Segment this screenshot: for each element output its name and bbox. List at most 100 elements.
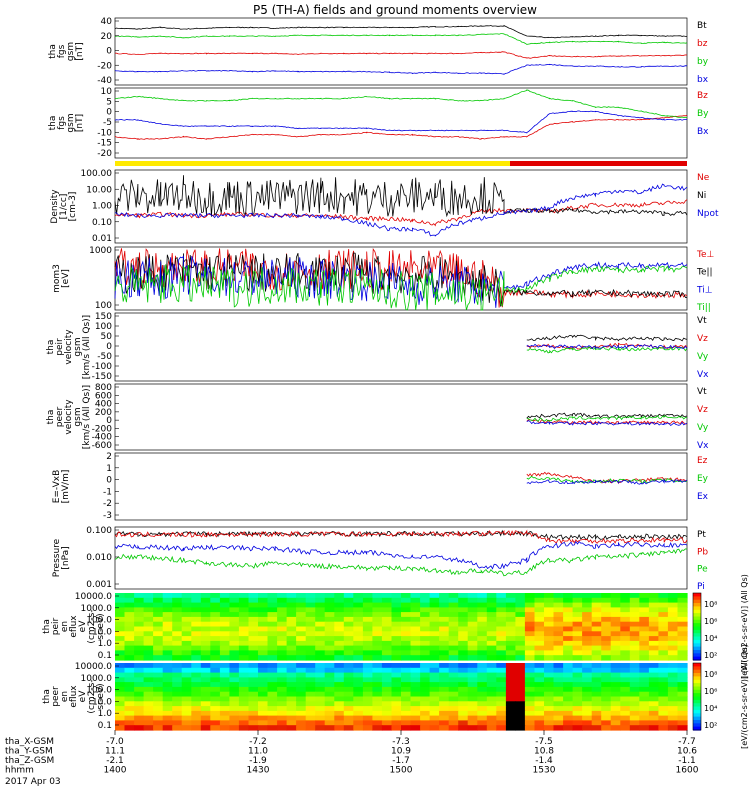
heatmap-cell: [353, 701, 364, 707]
heatmap-cell: [286, 593, 297, 599]
heatmap-cell: [591, 593, 602, 599]
heatmap-cell: [324, 645, 335, 651]
heatmap-cell: [172, 631, 183, 637]
heatmap-cell: [610, 725, 621, 731]
heatmap-cell: [219, 706, 230, 712]
heatmap-cell: [200, 612, 211, 618]
heatmap-cell: [191, 720, 202, 726]
heatmap-cell: [591, 701, 602, 707]
heatmap-cell: [582, 720, 593, 726]
y-tick-label: 150: [95, 312, 112, 322]
heatmap-cell: [200, 720, 211, 726]
heatmap-cell: [181, 616, 192, 623]
heatmap-cell: [553, 710, 564, 717]
heatmap-cell: [601, 720, 612, 726]
legend-label: Te||: [696, 268, 713, 278]
heatmap-cell: [248, 621, 259, 628]
heatmap-cell: [343, 636, 354, 642]
heatmap-cell: [353, 593, 364, 599]
colorbar-segment: [693, 633, 701, 638]
heatmap-cell: [143, 715, 154, 721]
heatmap-cell: [391, 602, 402, 608]
heatmap-cell: [277, 701, 288, 707]
heatmap-cell: [667, 710, 678, 717]
heatmap-cell: [315, 706, 326, 712]
heatmap-cell: [401, 645, 412, 651]
heatmap-cell: [391, 636, 402, 642]
heatmap-cell: [639, 682, 650, 688]
y-axis-label: Density: [50, 189, 60, 224]
heatmap-cell: [248, 663, 259, 669]
heatmap-cell: [181, 663, 192, 669]
colorbar-segment: [693, 720, 701, 724]
heatmap-cell: [401, 663, 412, 669]
y-tick-label: 1.0: [98, 639, 113, 649]
heatmap-cell: [372, 715, 383, 721]
heatmap-cell: [277, 612, 288, 618]
series-line-Npot: [114, 183, 688, 237]
heatmap-cell: [524, 636, 535, 642]
heatmap-cell: [324, 663, 335, 669]
heatmap-cell: [210, 715, 221, 721]
heatmap-cell: [496, 612, 507, 618]
y-tick-label: 200: [95, 408, 112, 418]
heatmap-cell: [477, 631, 488, 637]
heatmap-cell: [591, 636, 602, 642]
heatmap-cell: [563, 631, 574, 637]
y-tick-label: -150: [92, 372, 113, 382]
heatmap-cell: [505, 650, 516, 656]
heatmap-cell: [648, 593, 659, 599]
y-axis-label: en: [60, 691, 70, 702]
heatmap-cell: [143, 626, 154, 632]
heatmap-cell: [258, 672, 269, 678]
y-tick-label: 800: [95, 383, 112, 393]
heatmap-cell: [296, 621, 307, 628]
y-tick-label: 0.1: [98, 651, 112, 661]
heatmap-cell: [372, 682, 383, 688]
heatmap-cell: [353, 725, 364, 731]
heatmap-cell: [486, 645, 497, 651]
heatmap-cell: [486, 621, 497, 628]
heatmap-cell: [115, 682, 126, 688]
heatmap-cell: [162, 686, 173, 693]
heatmap-cell: [553, 636, 564, 642]
heatmap-cell: [372, 701, 383, 707]
heatmap-cell: [658, 645, 669, 651]
series-line-Ti||: [114, 264, 688, 311]
heatmap-cell: [420, 696, 431, 702]
panel-frame: [114, 17, 688, 86]
heatmap-cell: [591, 696, 602, 702]
heatmap-cell: [401, 715, 412, 721]
heatmap-cell: [658, 616, 669, 623]
heatmap-cell: [477, 725, 488, 731]
heatmap-cell: [277, 636, 288, 642]
heatmap-cell: [572, 691, 583, 698]
heatmap-cell: [563, 710, 574, 717]
heatmap-cell: [267, 725, 278, 731]
heatmap-cell: [343, 677, 354, 683]
heatmap-cell: [639, 640, 650, 647]
heatmap-cell: [458, 677, 469, 683]
heatmap-cell: [296, 691, 307, 698]
heatmap-cell: [496, 691, 507, 698]
heatmap-cell: [629, 691, 640, 698]
heatmap-cell: [191, 655, 202, 661]
heatmap-cell: [505, 696, 516, 702]
heatmap-cell: [362, 696, 373, 702]
heatmap-cell: [477, 682, 488, 688]
heatmap-cell: [534, 720, 545, 726]
heatmap-cell: [258, 645, 269, 651]
heatmap-cell: [324, 631, 335, 637]
heatmap-cell: [277, 667, 288, 674]
heatmap-cell: [343, 691, 354, 698]
heatmap-cell: [448, 645, 459, 651]
heatmap-cell: [639, 626, 650, 632]
heatmap-cell: [667, 645, 678, 651]
heatmap-cell: [286, 725, 297, 731]
heatmap-cell: [524, 720, 535, 726]
heatmap-cell: [563, 691, 574, 698]
heatmap-cell: [219, 686, 230, 693]
heatmap-cell: [553, 691, 564, 698]
heatmap-cell: [620, 725, 631, 731]
heatmap-cell: [153, 597, 164, 604]
